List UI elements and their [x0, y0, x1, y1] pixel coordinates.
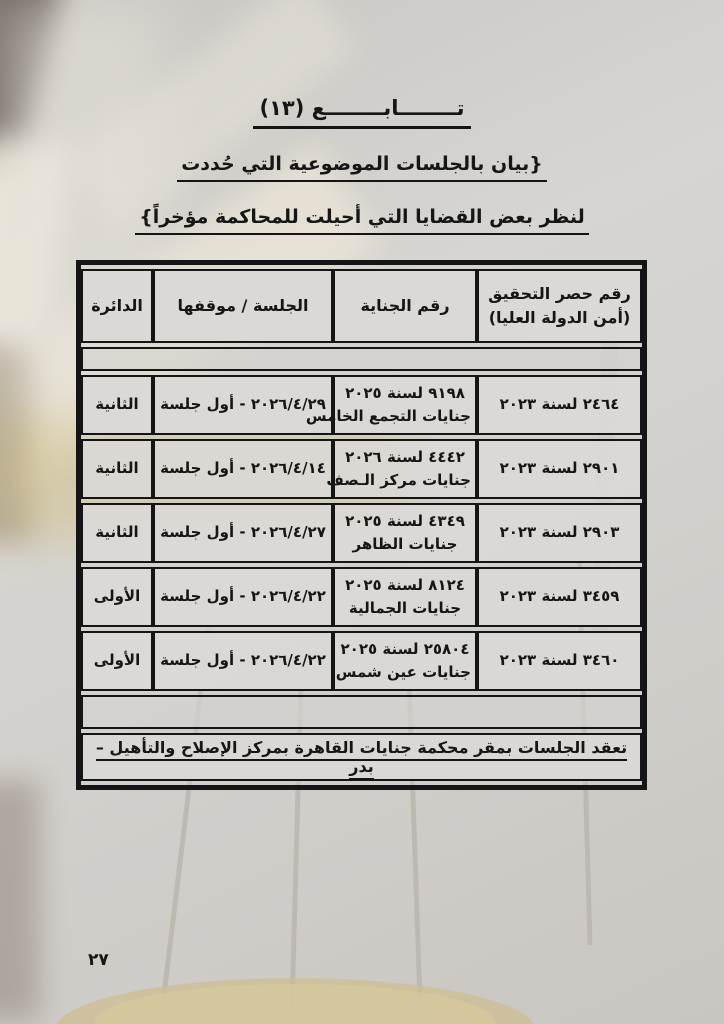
column-header-session-status: الجلسة / موقفها: [153, 269, 333, 343]
footer-note-cell: تعقد الجلسات بمقر محكمة جنايات القاهرة ب…: [81, 733, 642, 781]
cell-circuit: الثانية: [81, 439, 153, 499]
cell-investigation-number: ٢٩٠١ لسنة ٢٠٢٣: [477, 439, 642, 499]
cell-felony-number: ٩١٩٨ لسنة ٢٠٢٥ جنايات التجمع الخامس: [305, 375, 477, 435]
document-title-line-1: {بيان بالجلسات الموضوعية التي حُددت: [0, 153, 724, 182]
header-investigation-line2: (أمن الدولة العليا): [488, 308, 631, 327]
table-row: ٢٩٠١ لسنة ٢٠٢٣ ٤٤٤٢ لسنة ٢٠٢٦ جنايات مرك…: [81, 439, 642, 499]
cell-circuit: الثانية: [81, 375, 153, 435]
continuation-label: تــــــــابــــــــع (١٣): [253, 96, 471, 129]
cell-investigation-number: ٢٩٠٣ لسنة ٢٠٢٣: [477, 503, 642, 563]
spacer-cell: [81, 347, 642, 371]
felony-number: ٤٤٤٢ لسنة ٢٠٢٦: [345, 447, 465, 466]
felony-court: جنايات الظاهر: [352, 535, 458, 553]
felony-court: جنايات التجمع الخامس: [305, 407, 471, 425]
spacer-row: [81, 695, 642, 729]
sessions-table-container: رقم حصر التحقيق (أمن الدولة العليا) رقم …: [76, 260, 647, 790]
document-title-line-2: لنظر بعض القضايا التي أحيلت للمحاكمة مؤخ…: [0, 206, 724, 235]
cell-session-status: ٢٠٢٦/٤/٢٢ - أول جلسة: [153, 631, 333, 691]
spacer-cell: [81, 695, 642, 729]
column-header-felony-number: رقم الجناية: [333, 269, 477, 343]
cell-felony-number: ٤٤٤٢ لسنة ٢٠٢٦ جنايات مركز الـصف: [326, 439, 477, 499]
cell-felony-number: ٨١٢٤ لسنة ٢٠٢٥ جنايات الجمالية: [333, 567, 477, 627]
felony-number: ٩١٩٨ لسنة ٢٠٢٥: [345, 383, 465, 402]
cell-session-status: ٢٠٢٦/٤/١٤ - أول جلسة: [153, 439, 333, 499]
cell-circuit: الثانية: [81, 503, 153, 563]
cell-circuit: الأولى: [81, 631, 153, 691]
felony-number: ٢٥٨٠٤ لسنة ٢٠٢٥: [340, 639, 470, 658]
table-row: ٢٩٠٣ لسنة ٢٠٢٣ ٤٣٤٩ لسنة ٢٠٢٥ جنايات الظ…: [81, 503, 642, 563]
cell-session-status: ٢٠٢٦/٤/٢٧ - أول جلسة: [153, 503, 333, 563]
cell-session-status: ٢٠٢٦/٤/٢٩ - أول جلسة: [153, 375, 333, 435]
felony-court: جنايات عين شمس: [335, 663, 471, 681]
felony-number: ٤٣٤٩ لسنة ٢٠٢٥: [345, 511, 465, 530]
header-investigation-line1: رقم حصر التحقيق: [488, 284, 631, 303]
cell-session-status: ٢٠٢٦/٤/٢٢ - أول جلسة: [153, 567, 333, 627]
table-row: ٣٤٥٩ لسنة ٢٠٢٣ ٨١٢٤ لسنة ٢٠٢٥ جنايات الج…: [81, 567, 642, 627]
table-footer-row: تعقد الجلسات بمقر محكمة جنايات القاهرة ب…: [81, 733, 642, 781]
table-row: ٢٤٦٤ لسنة ٢٠٢٣ ٩١٩٨ لسنة ٢٠٢٥ جنايات الت…: [81, 375, 642, 435]
page-title: {بيان بالجلسات الموضوعية التي حُددت: [177, 153, 547, 182]
column-header-circuit: الدائرة: [81, 269, 153, 343]
continuation-heading-line: تــــــــابــــــــع (١٣): [0, 96, 724, 129]
cell-investigation-number: ٣٤٦٠ لسنة ٢٠٢٣: [477, 631, 642, 691]
sessions-location-note: تعقد الجلسات بمقر محكمة جنايات القاهرة ب…: [95, 738, 628, 780]
page-number: ٢٧: [88, 950, 109, 970]
cell-circuit: الأولى: [81, 567, 153, 627]
court-sessions-table: رقم حصر التحقيق (أمن الدولة العليا) رقم …: [76, 260, 647, 790]
column-header-investigation-number: رقم حصر التحقيق (أمن الدولة العليا): [477, 269, 642, 343]
page-subtitle: لنظر بعض القضايا التي أحيلت للمحاكمة مؤخ…: [135, 206, 589, 235]
spacer-row: [81, 347, 642, 371]
felony-number: ٨١٢٤ لسنة ٢٠٢٥: [345, 575, 465, 594]
table-row: ٣٤٦٠ لسنة ٢٠٢٣ ٢٥٨٠٤ لسنة ٢٠٢٥ جنايات عي…: [81, 631, 642, 691]
cell-investigation-number: ٢٤٦٤ لسنة ٢٠٢٣: [477, 375, 642, 435]
table-header-row: رقم حصر التحقيق (أمن الدولة العليا) رقم …: [81, 269, 642, 343]
felony-court: جنايات مركز الـصف: [326, 471, 471, 489]
cell-investigation-number: ٣٤٥٩ لسنة ٢٠٢٣: [477, 567, 642, 627]
cell-felony-number: ٤٣٤٩ لسنة ٢٠٢٥ جنايات الظاهر: [333, 503, 477, 563]
felony-court: جنايات الجمالية: [348, 599, 462, 617]
cell-felony-number: ٢٥٨٠٤ لسنة ٢٠٢٥ جنايات عين شمس: [333, 631, 477, 691]
